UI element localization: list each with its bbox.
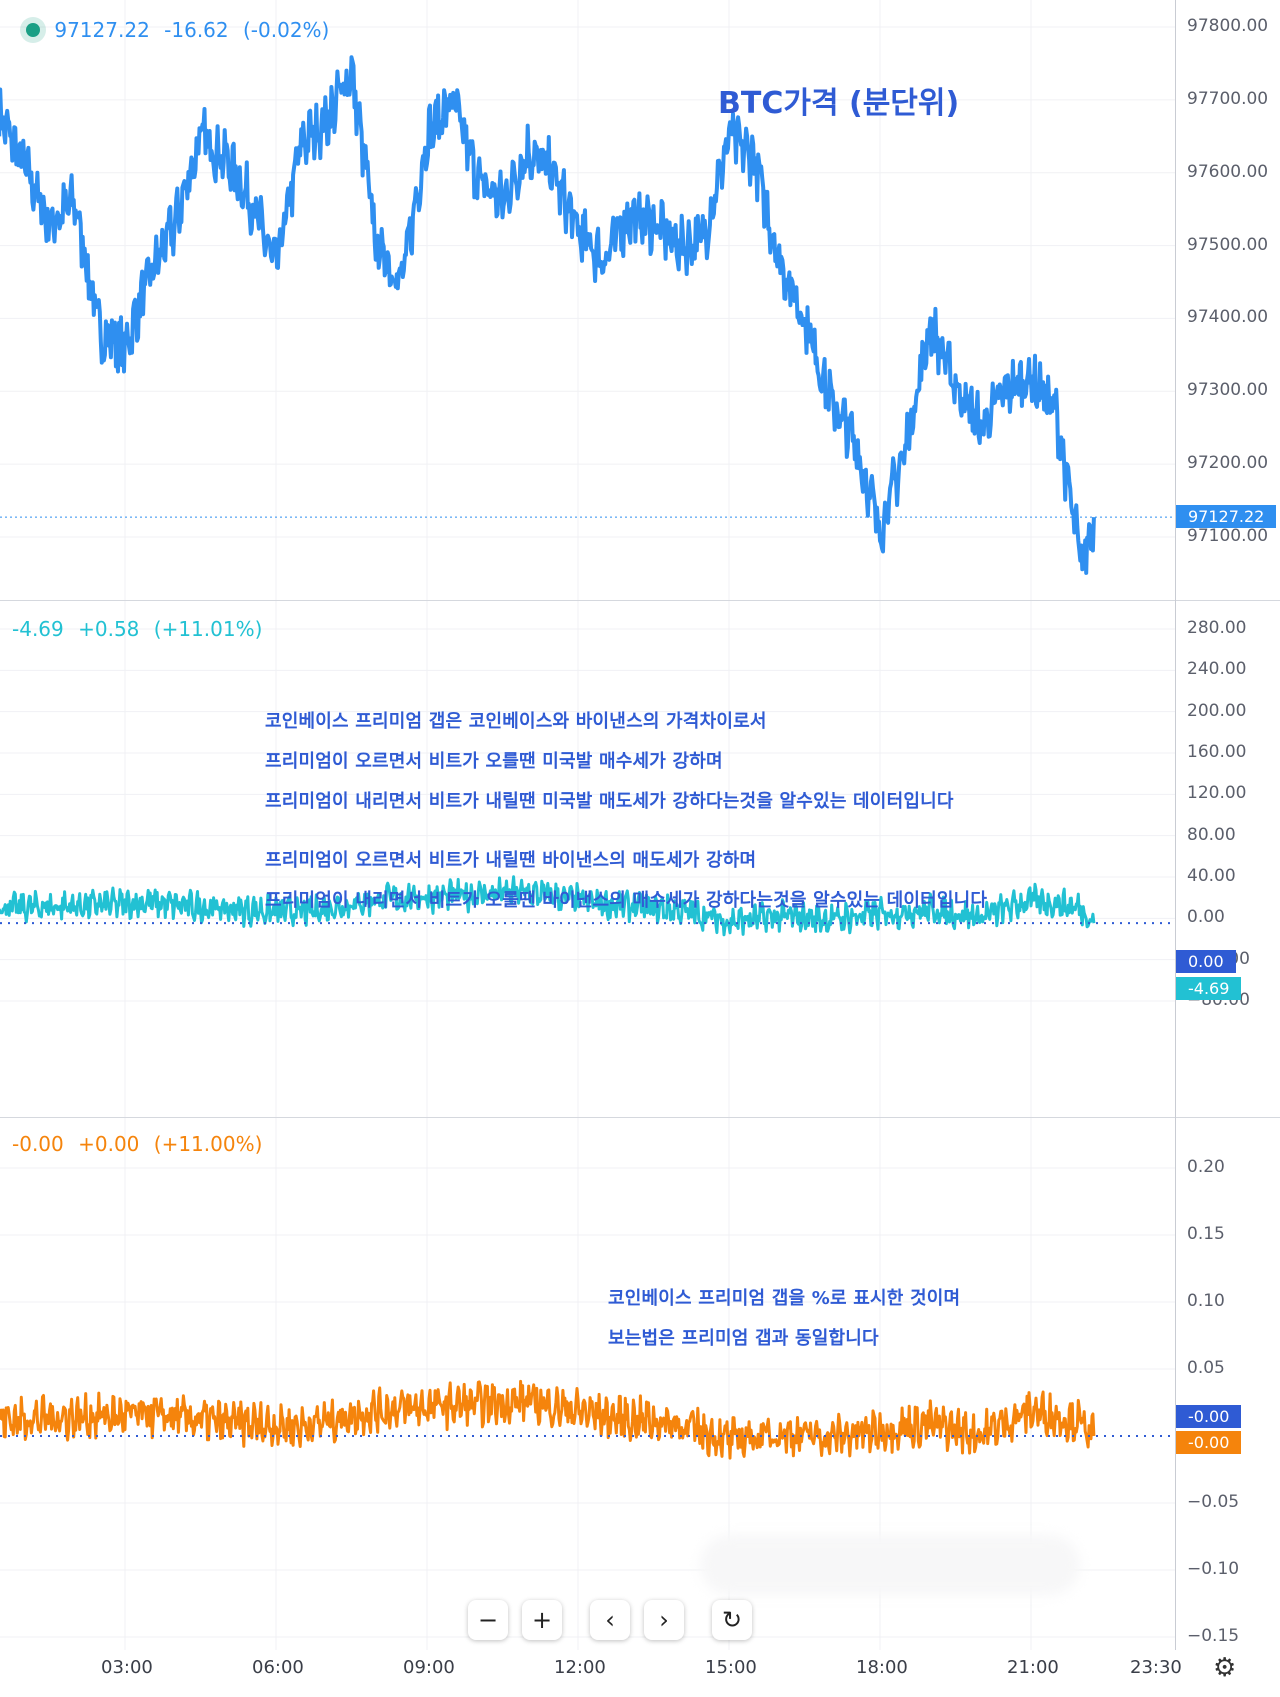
price-last: 97127.22 <box>54 18 150 42</box>
price-pane[interactable]: 97127.22 -16.62 (-0.02%) BTC가격 (분단위) 978… <box>0 0 1280 600</box>
premium-last-tag: -4.69 <box>1176 977 1242 1000</box>
pct-change: +0.00 <box>78 1132 140 1156</box>
zoom-in-button[interactable]: + <box>522 1600 562 1640</box>
series-line <box>0 1379 1096 1460</box>
chart-toolbar: − + ‹ › ↻ <box>468 1600 752 1640</box>
axis-tick-label: −0.05 <box>1187 1492 1240 1512</box>
zoom-out-button[interactable]: − <box>468 1600 508 1640</box>
status-dot-icon <box>26 23 40 37</box>
axis-tick-label: −0.15 <box>1187 1626 1240 1646</box>
time-tick-label: 09:00 <box>403 1657 455 1678</box>
premium-change: +0.58 <box>78 617 140 641</box>
premium-note-5: 프리미엄이 내리면서 비트가 오를땐 바이낸스의 매수세가 강하다는것을 알수있… <box>265 890 988 911</box>
axis-tick-label: 0.20 <box>1187 1157 1225 1177</box>
axis-tick-label: 97500.00 <box>1187 234 1269 255</box>
axis-tick-label: 240.00 <box>1187 659 1247 680</box>
settings-gear-icon[interactable]: ⚙ <box>1213 1653 1237 1683</box>
series-line <box>0 875 1096 937</box>
time-tick-label: 12:00 <box>554 1657 606 1678</box>
price-change-pct: (-0.02%) <box>243 18 330 42</box>
price-change: -16.62 <box>164 18 229 42</box>
pane-separator[interactable] <box>0 1117 1280 1118</box>
premium-chart[interactable] <box>0 601 1175 1117</box>
axis-tick-label: 40.00 <box>1187 866 1236 886</box>
axis-tick-label: 0.05 <box>1187 1358 1225 1378</box>
axis-tick-label: 97800.00 <box>1187 16 1269 36</box>
axis-tick-label: 0.00 <box>1187 907 1225 928</box>
axis-tick-label: 200.00 <box>1187 700 1247 721</box>
pct-note-2: 보는법은 프리미엄 갭과 동일합니다 <box>608 1328 879 1349</box>
price-legend: 97127.22 -16.62 (-0.02%) <box>12 18 337 42</box>
pct-last-tag: -0.00 <box>1176 1431 1242 1454</box>
axis-tick-label: 97700.00 <box>1187 88 1269 109</box>
premium-note-4: 프리미엄이 오르면서 비트가 내릴땐 바이낸스의 매도세가 강하며 <box>265 850 757 871</box>
pct-note-1: 코인베이스 프리미엄 갭을 %로 표시한 것이며 <box>608 1288 961 1309</box>
premium-change-pct: (+11.01%) <box>153 617 263 641</box>
premium-note-3: 프리미엄이 내리면서 비트가 내릴땐 미국발 매도세가 강하다는것을 알수있는 … <box>265 791 954 812</box>
pct-last: -0.00 <box>12 1132 64 1156</box>
axis-tick-label: 0.10 <box>1187 1291 1225 1311</box>
time-tick-label: 06:00 <box>252 1657 304 1678</box>
scroll-left-button[interactable]: ‹ <box>590 1600 630 1640</box>
axis-tick-label: 97300.00 <box>1187 380 1269 401</box>
pct-legend: -0.00 +0.00 (+11.00%) <box>12 1132 270 1156</box>
axis-tick-label: 0.15 <box>1187 1224 1225 1244</box>
time-tick-label: 21:00 <box>1007 1657 1059 1678</box>
pct-zero-tag: -0.00 <box>1176 1405 1242 1428</box>
axis-tick-label: 280.00 <box>1187 618 1247 638</box>
series-line <box>0 55 1096 575</box>
axis-tick-label: 80.00 <box>1187 824 1236 845</box>
axis-tick-label: 97400.00 <box>1187 307 1269 328</box>
reset-button[interactable]: ↻ <box>712 1600 752 1640</box>
axis-tick-label: 120.00 <box>1187 783 1247 804</box>
chart-title: BTC가격 (분단위) <box>718 86 960 121</box>
premium-legend: -4.69 +0.58 (+11.01%) <box>12 617 270 641</box>
axis-tick-label: 97600.00 <box>1187 161 1269 182</box>
blur-overlay <box>700 1535 1080 1595</box>
premium-pane[interactable]: -4.69 +0.58 (+11.01%) 코인베이스 프리미엄 갭은 코인베이… <box>0 601 1280 1117</box>
premium-zero-tag: 0.00 <box>1176 950 1236 973</box>
time-tick-label: 18:00 <box>856 1657 908 1678</box>
axis-tick-label: 97200.00 <box>1187 453 1269 474</box>
pane-separator[interactable] <box>0 600 1280 601</box>
axis-tick-label: −0.10 <box>1187 1559 1240 1579</box>
axis-tick-label: 160.00 <box>1187 742 1247 762</box>
pct-change-pct: (+11.00%) <box>153 1132 263 1156</box>
price-chart[interactable] <box>0 0 1175 600</box>
axis-tick-label: 97100.00 <box>1187 526 1269 546</box>
price-last-tag: 97127.22 <box>1176 505 1277 528</box>
pct-pane[interactable]: -0.00 +0.00 (+11.00%) 코인베이스 프리미엄 갭을 %로 표… <box>0 1118 1280 1650</box>
price-axis-border <box>1175 0 1176 1650</box>
time-tick-label: 03:00 <box>101 1657 153 1678</box>
time-tick-label: 23:30 <box>1130 1657 1182 1678</box>
premium-note-2: 프리미엄이 오르면서 비트가 오를땐 미국발 매수세가 강하며 <box>265 751 723 772</box>
scroll-right-button[interactable]: › <box>644 1600 684 1640</box>
premium-last: -4.69 <box>12 617 64 641</box>
time-tick-label: 15:00 <box>705 1657 757 1678</box>
premium-note-1: 코인베이스 프리미엄 갭은 코인베이스와 바이낸스의 가격차이로서 <box>265 711 767 732</box>
